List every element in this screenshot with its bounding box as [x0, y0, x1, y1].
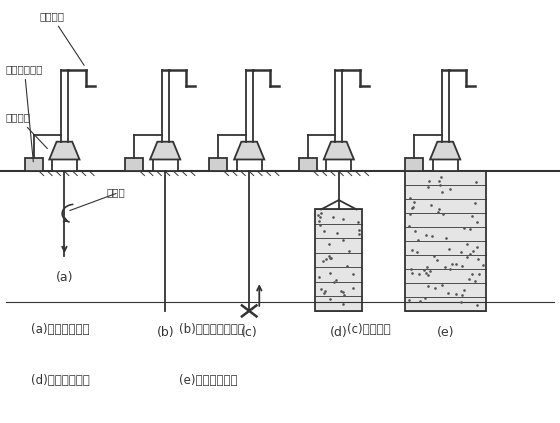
- Text: (d): (d): [330, 326, 348, 339]
- Bar: [433, 159, 458, 171]
- Text: (a): (a): [55, 271, 73, 284]
- Text: (b)钻孔至设计高程: (b)钻孔至设计高程: [179, 324, 245, 336]
- Bar: [25, 158, 43, 171]
- Bar: [52, 159, 77, 171]
- Text: 超高压脉冲泵: 超高压脉冲泵: [6, 64, 43, 162]
- Text: (e): (e): [436, 326, 454, 339]
- Bar: [405, 171, 486, 311]
- Polygon shape: [234, 142, 264, 159]
- Bar: [209, 158, 227, 171]
- Polygon shape: [150, 142, 180, 159]
- Text: (c)旋喷开始: (c)旋喷开始: [347, 324, 391, 336]
- Text: 高压胶管: 高压胶管: [39, 11, 84, 66]
- Text: (d)边旋喷边提升: (d)边旋喷边提升: [31, 374, 90, 387]
- Text: 钻孔机械: 钻孔机械: [6, 113, 48, 148]
- Bar: [125, 158, 143, 171]
- Polygon shape: [324, 142, 354, 159]
- Bar: [315, 209, 362, 311]
- Text: 旋喷管: 旋喷管: [106, 187, 125, 198]
- Bar: [299, 158, 317, 171]
- Text: (e)旋喷结束成桩: (e)旋喷结束成桩: [179, 374, 237, 387]
- Bar: [237, 159, 262, 171]
- Bar: [405, 158, 423, 171]
- Bar: [153, 159, 178, 171]
- Bar: [326, 159, 351, 171]
- Text: (b): (b): [156, 326, 174, 339]
- Text: (a)钻机就位钻孔: (a)钻机就位钻孔: [31, 324, 89, 336]
- Text: (c): (c): [241, 326, 258, 339]
- Polygon shape: [49, 142, 80, 159]
- Polygon shape: [430, 142, 460, 159]
